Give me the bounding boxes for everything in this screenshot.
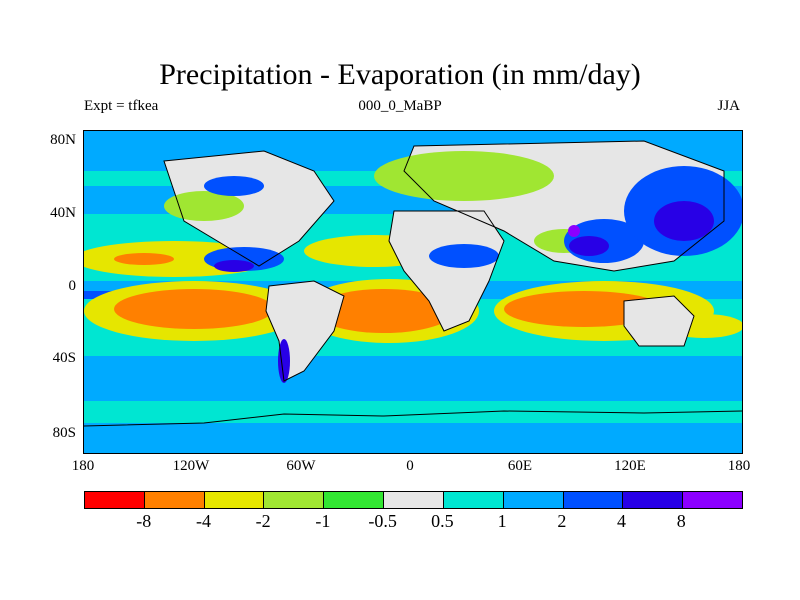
npac-dry-core bbox=[114, 253, 174, 265]
south-america-outline bbox=[265, 280, 345, 382]
antarctic-band bbox=[84, 423, 742, 453]
central-america-core bbox=[214, 260, 254, 272]
xlabel-60w: 60W bbox=[286, 458, 316, 474]
map-canvas bbox=[84, 131, 742, 453]
colorbar-box-3 bbox=[264, 492, 325, 508]
north-america bbox=[164, 151, 334, 266]
ylabel-80n: 80N bbox=[50, 132, 76, 148]
colorbar-label-0: -8 bbox=[136, 511, 152, 531]
xlabel-120w: 120W bbox=[172, 458, 210, 474]
sahel-wet bbox=[429, 244, 499, 268]
season-label: JJA bbox=[717, 98, 740, 114]
xlabel-180e: 180 bbox=[727, 458, 751, 474]
north-america-outline bbox=[163, 150, 335, 267]
na-wet bbox=[204, 176, 264, 196]
colorbar-box-7 bbox=[503, 492, 564, 508]
ylabel-40n: 40N bbox=[50, 205, 76, 221]
colorbar-label-5: 0.5 bbox=[431, 511, 454, 531]
xlabel-180w: 180 bbox=[71, 458, 95, 474]
colorbar-label-7: 2 bbox=[557, 511, 567, 531]
period-label: 000_0_MaBP bbox=[358, 98, 442, 114]
colorbar-label-6: 1 bbox=[497, 511, 507, 531]
bay-bengal-peak bbox=[568, 225, 580, 237]
colorbar-box-5 bbox=[384, 492, 444, 508]
ylabel-0: 0 bbox=[68, 278, 77, 294]
colorbar-label-2: -2 bbox=[255, 511, 271, 531]
colorbar-label-9: 8 bbox=[676, 511, 686, 531]
eurasia-outline bbox=[403, 140, 725, 272]
australia bbox=[624, 296, 694, 346]
colorbar-box-9 bbox=[623, 492, 684, 508]
spac-dry-core bbox=[114, 289, 274, 329]
india-core bbox=[569, 236, 609, 256]
east-asia-core bbox=[654, 201, 714, 241]
colorbar-box-8 bbox=[563, 492, 624, 508]
colorbar-box-4 bbox=[324, 492, 385, 508]
ylabel-80s: 80S bbox=[52, 425, 76, 441]
na-green bbox=[164, 191, 244, 221]
experiment-label: Expt = tfkea bbox=[84, 98, 159, 114]
colorbar-label-1: -4 bbox=[195, 511, 211, 531]
australia-outline bbox=[623, 295, 695, 347]
chile-wet bbox=[278, 339, 290, 383]
xlabel-60e: 60E bbox=[507, 458, 533, 474]
colorbar-box-6 bbox=[443, 492, 504, 508]
colorbar-box-1 bbox=[144, 492, 205, 508]
africa bbox=[389, 211, 504, 331]
ylabel-40s: 40S bbox=[52, 350, 76, 366]
map-title: Precipitation - Evaporation (in mm/day) bbox=[159, 58, 641, 91]
colorbar-label-3: -1 bbox=[315, 511, 331, 531]
colorbar-label-4: -0.5 bbox=[368, 511, 397, 531]
europe-green bbox=[374, 151, 554, 201]
xlabel-0: 0 bbox=[406, 458, 414, 474]
colorbar-box-0 bbox=[85, 492, 145, 508]
colorbar-box-2 bbox=[204, 492, 265, 508]
southern-ocean-band bbox=[84, 356, 742, 401]
colorbar-label-8: 4 bbox=[617, 511, 627, 531]
antarctica-outline bbox=[84, 410, 742, 427]
xlabel-120e: 120E bbox=[614, 458, 646, 474]
colorbar bbox=[84, 491, 743, 509]
precipitation-map bbox=[83, 130, 743, 454]
africa-outline bbox=[388, 210, 505, 332]
satl-dry-core bbox=[314, 289, 454, 333]
colorbar-box-10 bbox=[683, 492, 742, 508]
